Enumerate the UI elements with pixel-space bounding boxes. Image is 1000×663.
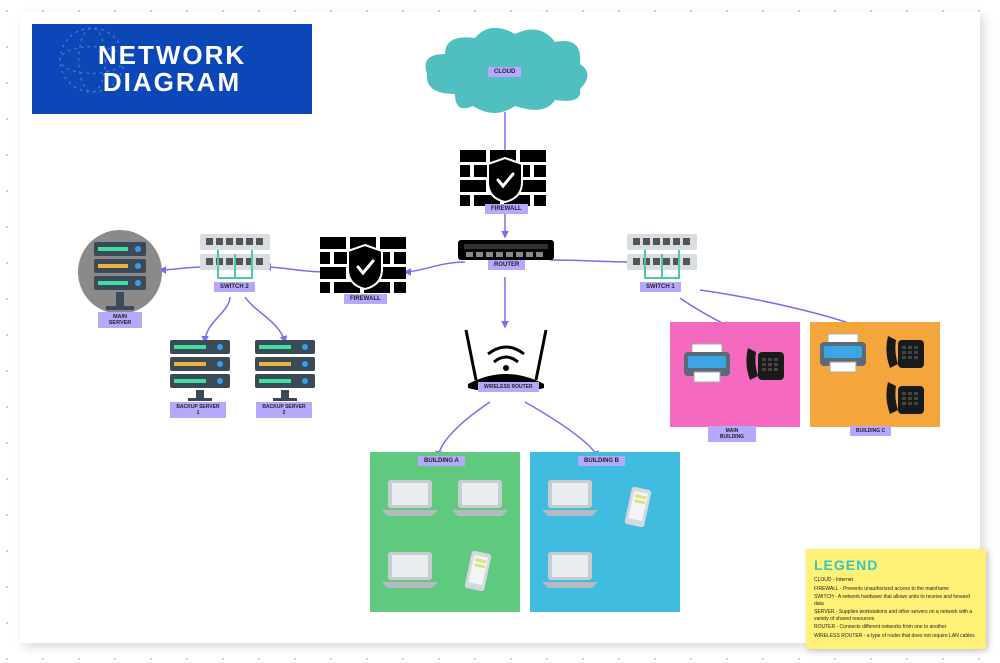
label-main-server: MAIN SERVER bbox=[98, 312, 142, 328]
label-wifi: WIRELESS ROUTER bbox=[478, 382, 539, 392]
label-cloud: CLOUD bbox=[488, 67, 521, 77]
legend-box: LEGEND CLOUD - Internet FIREWALL - Preven… bbox=[806, 549, 986, 649]
firewall-left bbox=[320, 237, 410, 293]
title-banner: NETWORK DIAGRAM bbox=[32, 24, 312, 114]
backup-server-2 bbox=[255, 340, 315, 402]
label-bldgA: BUILDING A bbox=[418, 456, 465, 466]
label-backup2: BACKUP SERVER 2 bbox=[256, 402, 312, 418]
label-firewall-top: FIREWALL bbox=[485, 204, 528, 214]
legend-item: WIRELESS ROUTER - a type of router that … bbox=[814, 633, 978, 640]
label-backup1: BACKUP SERVER 1 bbox=[170, 402, 226, 418]
label-switch2: SWITCH 2 bbox=[214, 282, 255, 292]
diagram-panel: NETWORK DIAGRAM bbox=[20, 12, 980, 643]
label-firewall-left: FIREWALL bbox=[344, 294, 387, 304]
firewall-top bbox=[460, 150, 550, 206]
legend-item: CLOUD - Internet bbox=[814, 577, 978, 584]
label-router: ROUTER bbox=[488, 260, 525, 270]
label-bldgB: BUILDING B bbox=[578, 456, 625, 466]
legend-item: SERVER - Supplies workstations and other… bbox=[814, 609, 978, 622]
legend-item: FIREWALL - Prevents unauthorized access … bbox=[814, 586, 978, 593]
label-switch1: SWITCH 1 bbox=[640, 282, 681, 292]
label-main-bldg: MAIN BUILDING bbox=[708, 426, 756, 442]
backup-server-1 bbox=[170, 340, 230, 402]
legend-item: SWITCH - A network hardware that allows … bbox=[814, 594, 978, 607]
wireless-router bbox=[458, 320, 554, 390]
building-b bbox=[530, 452, 680, 612]
legend-item: ROUTER - Connects different networks fro… bbox=[814, 624, 978, 631]
switch-2 bbox=[200, 234, 270, 284]
building-a bbox=[370, 452, 520, 612]
building-c bbox=[810, 322, 940, 427]
main-server bbox=[76, 228, 164, 316]
main-building bbox=[670, 322, 800, 427]
switch-1 bbox=[627, 234, 697, 284]
label-bldgC: BUILDING C bbox=[850, 426, 891, 436]
legend-title: LEGEND bbox=[814, 557, 978, 573]
globe-icon bbox=[52, 20, 132, 100]
